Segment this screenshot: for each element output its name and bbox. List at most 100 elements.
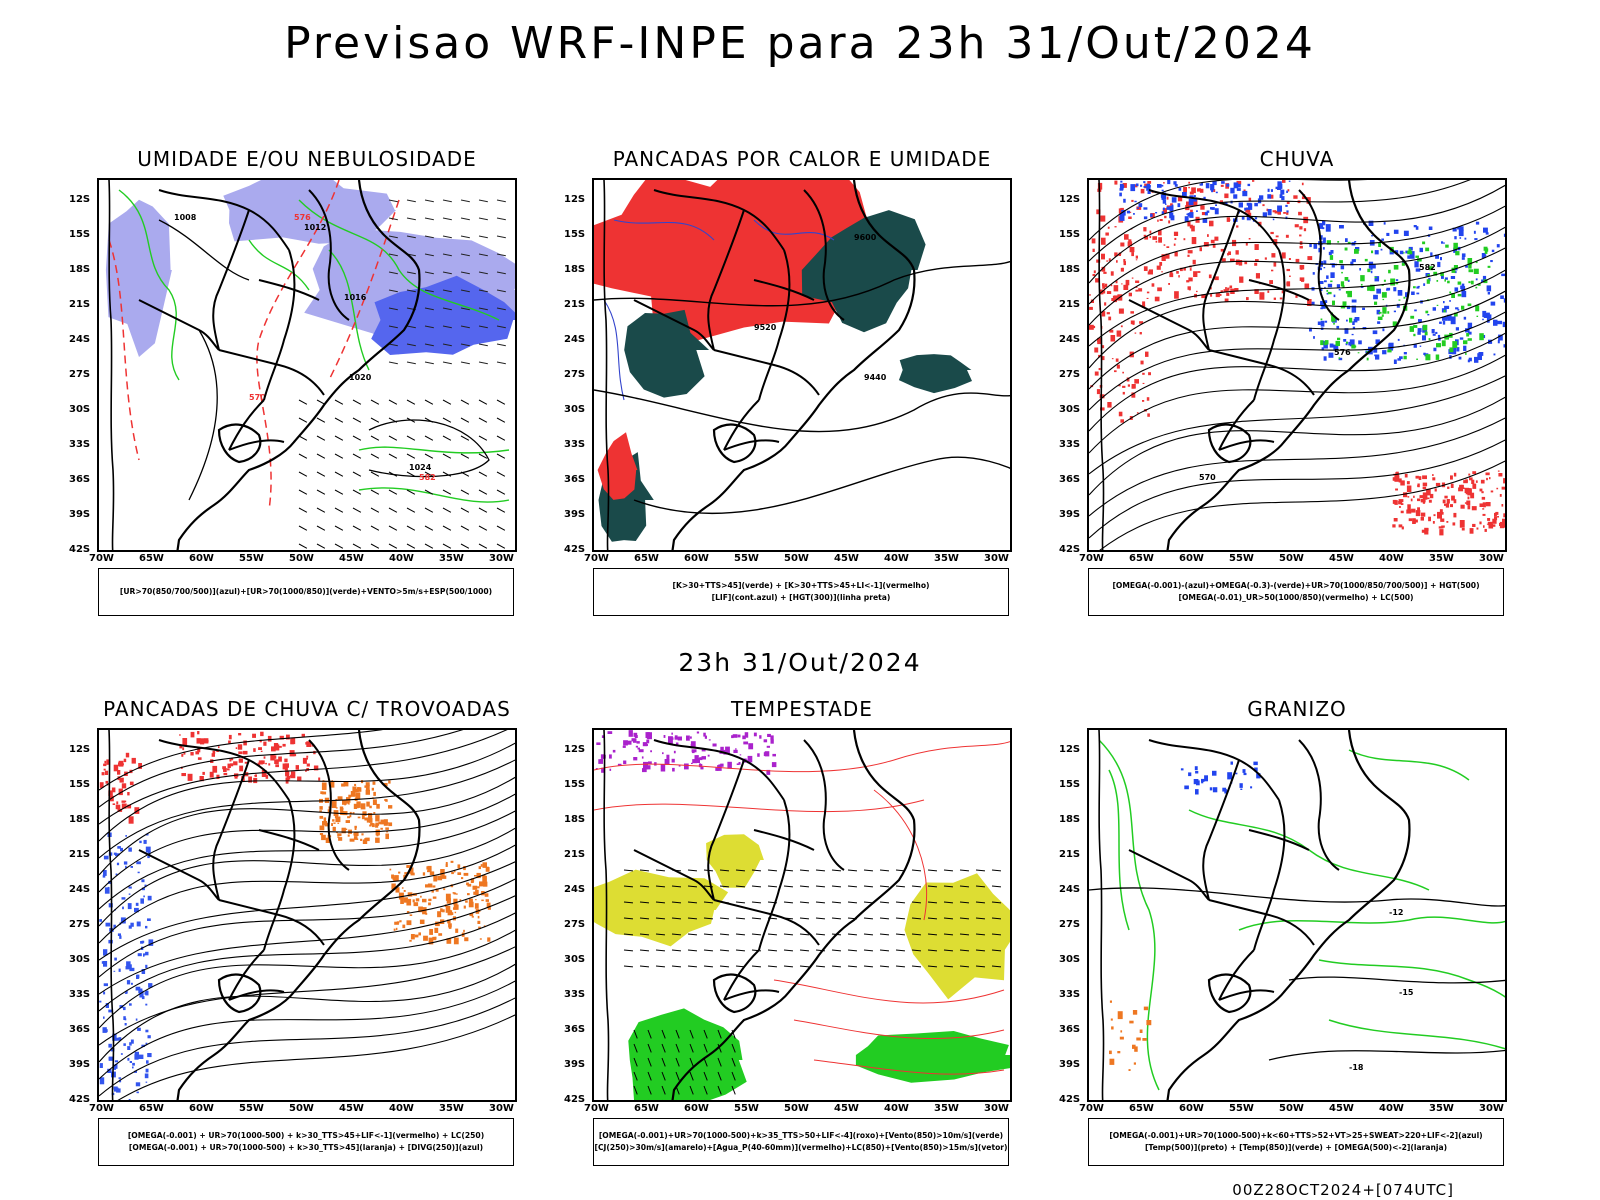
legend-line: [OMEGA(-0.001)+UR>70(1000-500)+k<60+TTS>… [1109,1131,1483,1140]
pressure-label: 1016 [344,293,367,302]
panel-title: UMIDADE E/OU NEBULOSIDADE [137,147,477,171]
country-border [1248,279,1310,301]
longitude-label: 60W [684,553,709,564]
pacific-coastline [1098,180,1105,550]
streamline [99,844,515,944]
country-border [753,829,815,851]
longitude-label: 55W [734,553,759,564]
latitude-label: 21S [69,849,91,860]
legend-line: [K>30+TTS>45](verde) + [K>30+TTS>45+LI<-… [672,581,930,590]
hail-blue-speckle [1180,761,1261,795]
green-humidity-contour [328,249,370,371]
main-title: Previsao WRF-INPE para 23h 31/Out/2024 [284,18,1316,69]
map-canvas: 1008 1012 1016 1020 1024 576 570 582 [105,180,515,550]
latitude-label: 27S [1059,369,1081,380]
latitude-label: 24S [1059,334,1081,345]
longitude-label: 35W [934,553,959,564]
country-border [263,249,296,401]
country-border [228,989,285,1001]
latitude-label: 42S [564,544,586,555]
uruguay-border [712,973,757,1014]
wind-vectors [298,399,506,549]
streamline [99,742,515,842]
streamline [1089,180,1366,241]
thickness-contour [328,199,400,381]
longitude-label: 35W [439,553,464,564]
streamline [1099,460,1505,550]
country-border [633,299,715,351]
latitude-label: 18S [564,814,586,825]
temp850-contour [1328,1019,1505,1050]
latitude-label: 21S [69,299,91,310]
country-border [258,829,320,851]
instability-teal-region [898,354,972,394]
country-border [713,349,820,396]
longitude-label: 30W [984,1103,1009,1114]
latitude-label: 12S [69,194,91,205]
latitude-label: 27S [564,919,586,930]
latitude-label: 21S [1059,299,1081,310]
country-border [212,759,250,901]
latitude-label: 36S [69,1024,91,1035]
green-humidity-contour [118,189,180,381]
legend-line: [OMEGA(-0.001) + UR>70(1000-500) + k>30_… [128,1143,484,1152]
country-border [158,739,290,801]
longitude-label: 40W [389,553,414,564]
country-border [713,899,820,946]
longitude-label: 35W [439,1103,464,1114]
streamline [1089,332,1505,432]
latitude-label: 24S [69,884,91,895]
latitude-label: 18S [69,814,91,825]
legend-line: [UR>70(850/700/500)](azul)+[UR>70(1000/8… [119,587,493,596]
latitude-label: 42S [1059,1094,1081,1105]
streamline [1089,180,1471,262]
legend-line: [OMEGA(-0.001)-(azul)+OMEGA(-0.3)-(verde… [1112,581,1480,590]
longitude-label: 45W [1329,553,1354,564]
uruguay-border [1207,423,1252,464]
thunder-red-speckle [179,731,321,784]
latitude-label: 30S [69,954,91,965]
longitude-label: 65W [1129,553,1154,564]
latitude-label: 30S [564,954,586,965]
streamline [99,861,515,961]
country-border [707,759,745,901]
streamline [1089,439,1505,539]
country-border [653,739,785,801]
latitude-label: 30S [69,404,91,415]
longitude-label: 65W [1129,1103,1154,1114]
pressure-contour [188,329,218,501]
streamline [99,730,508,825]
lc850-contour [594,799,925,813]
temp500-label: -18 [1349,1063,1364,1072]
longitude-label: 50W [289,1103,314,1114]
temp500-contour [1268,1049,1505,1061]
country-border [1202,209,1240,351]
pacific-coastline [108,730,115,1100]
longitude-label: 55W [734,1103,759,1114]
country-border [212,209,250,351]
uruguay-border [217,973,262,1014]
latitude-label: 30S [1059,954,1081,965]
longitude-label: 60W [684,1103,709,1114]
latitude-label: 33S [69,989,91,1000]
longitude-label: 50W [784,553,809,564]
forecast-map: 1008 1012 1016 1020 1024 576 570 582 [97,178,517,552]
lc850-contour [793,1019,1005,1040]
longitude-label: 60W [189,1103,214,1114]
wind-green-region [628,1008,747,1100]
latitude-label: 12S [1059,744,1081,755]
country-border [758,249,791,401]
longitude-label: 45W [834,1103,859,1114]
country-border [653,189,785,251]
country-border [723,949,760,1001]
latitude-label: 42S [1059,544,1081,555]
latitude-label: 39S [564,509,586,520]
panel-legend: [OMEGA(-0.001)+UR>70(1000-500)+k<60+TTS>… [1088,1118,1504,1166]
pacific-coastline [603,180,610,550]
longitude-label: 70W [89,553,114,564]
longitude-label: 55W [239,553,264,564]
latitude-label: 24S [1059,884,1081,895]
latitude-label: 21S [1059,849,1081,860]
streamline [99,946,515,1046]
longitude-label: 30W [1479,1103,1504,1114]
